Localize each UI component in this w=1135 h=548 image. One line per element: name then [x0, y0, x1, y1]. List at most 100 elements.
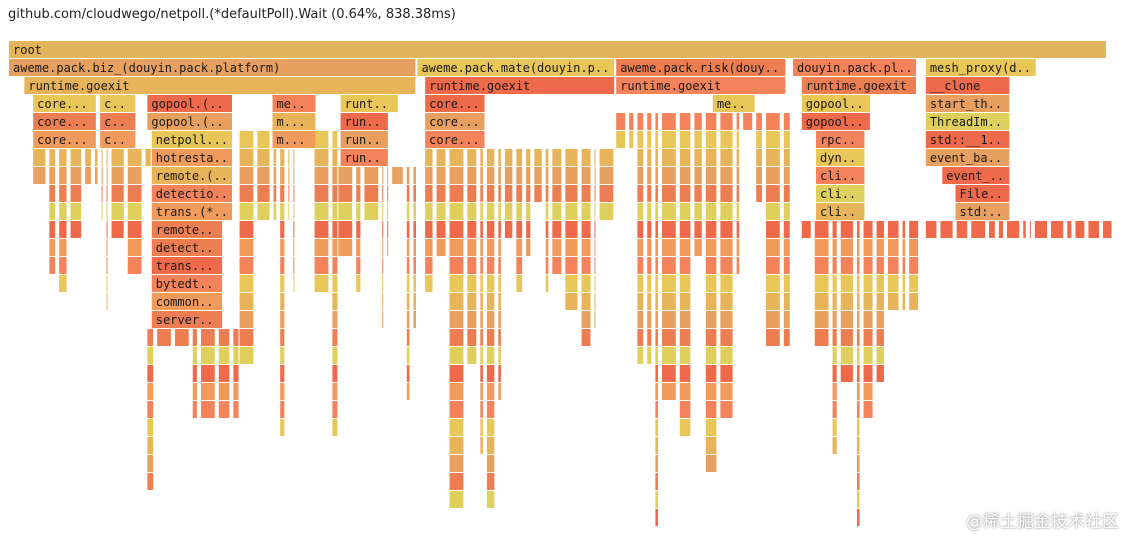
flame-frame[interactable]: [151, 185, 232, 202]
flame-frame-label: detect..: [156, 241, 214, 255]
flame-frame[interactable]: [151, 203, 232, 220]
flame-filler-frame: [449, 455, 464, 472]
flame-frame-label: runt..: [345, 97, 388, 111]
flame-frame[interactable]: [801, 113, 870, 130]
flame-frame[interactable]: [33, 113, 96, 130]
flame-frame[interactable]: [816, 203, 865, 220]
flame-frame[interactable]: [925, 95, 1010, 112]
flame-frame[interactable]: [340, 149, 388, 166]
flame-frame[interactable]: [151, 293, 223, 310]
flame-frame[interactable]: [9, 41, 1106, 58]
flame-frame[interactable]: [151, 167, 232, 184]
flame-filler-frame: [581, 185, 591, 202]
flame-filler-frame: [840, 365, 853, 382]
flame-frame[interactable]: [33, 131, 96, 148]
flame-filler-frame: [101, 203, 103, 220]
flame-filler-frame: [661, 185, 676, 202]
flame-filler-frame: [486, 455, 495, 472]
flame-frame[interactable]: [151, 239, 223, 256]
flame-frame[interactable]: [925, 59, 1036, 76]
flame-frame[interactable]: [616, 59, 786, 76]
flame-frame[interactable]: [100, 131, 136, 148]
flame-frame[interactable]: [425, 95, 485, 112]
flame-filler-frame: [406, 167, 410, 184]
flame-filler-frame: [449, 311, 464, 328]
flame-filler-frame: [840, 311, 853, 328]
flame-frame[interactable]: [340, 131, 388, 148]
flame-filler-frame: [449, 203, 464, 220]
flame-filler-frame: [581, 275, 591, 292]
flame-filler-frame: [765, 329, 780, 346]
flame-filler-frame: [147, 383, 154, 400]
flame-filler-frame: [705, 113, 717, 130]
flame-frame[interactable]: [425, 131, 485, 148]
flame-frame[interactable]: [151, 275, 223, 292]
flame-filler-frame: [387, 185, 389, 202]
flame-frame[interactable]: [151, 311, 223, 328]
flame-frame[interactable]: [272, 95, 316, 112]
flame-filler-frame: [382, 203, 384, 220]
flame-filler-frame: [599, 149, 614, 166]
flame-frame[interactable]: [925, 77, 1010, 94]
flame-frame[interactable]: [801, 77, 917, 94]
flame-frame[interactable]: [147, 95, 232, 112]
flame-frame[interactable]: [816, 185, 865, 202]
flame-filler-frame: [637, 167, 644, 184]
flame-filler-frame: [406, 329, 410, 346]
flame-frame[interactable]: [151, 131, 232, 148]
flame-filler-frame: [332, 329, 338, 346]
flame-filler-frame: [647, 131, 652, 148]
flame-frame[interactable]: [425, 113, 485, 130]
flame-filler-frame: [565, 275, 578, 292]
flame-frame-label: detectio..: [156, 187, 228, 201]
flame-frame[interactable]: [417, 59, 615, 76]
flame-filler-frame: [94, 149, 98, 166]
flame-frame[interactable]: [340, 113, 388, 130]
flame-frame[interactable]: [24, 77, 416, 94]
flame-filler-frame: [876, 347, 884, 364]
flame-filler-frame: [425, 203, 433, 220]
flame-filler-frame: [480, 221, 483, 238]
flame-frame[interactable]: [272, 113, 316, 130]
flame-frame[interactable]: [816, 167, 865, 184]
flame-filler-frame: [565, 221, 578, 238]
flame-frame[interactable]: [425, 77, 615, 94]
flame-filler-frame: [720, 167, 733, 184]
flame-filler-frame: [332, 185, 338, 202]
flame-frame[interactable]: [792, 59, 917, 76]
flame-filler-frame: [552, 257, 562, 274]
flame-frame[interactable]: [272, 131, 316, 148]
flame-frame[interactable]: [712, 95, 755, 112]
flame-filler-frame: [720, 239, 733, 256]
flame-frame[interactable]: [151, 221, 223, 238]
flame-frame[interactable]: [151, 257, 223, 274]
flame-frame[interactable]: [955, 203, 1010, 220]
flame-filler-frame: [1051, 221, 1064, 238]
flame-frame[interactable]: [925, 113, 1010, 130]
flame-frame[interactable]: [616, 77, 786, 94]
flame-frame[interactable]: [816, 149, 865, 166]
flame-filler-frame: [552, 221, 562, 238]
flame-filler-frame: [705, 455, 717, 472]
flame-frame[interactable]: [100, 95, 136, 112]
flame-filler-frame: [425, 257, 433, 274]
flame-filler-frame: [480, 383, 483, 400]
flame-filler-frame: [59, 275, 67, 292]
flame-frame[interactable]: [147, 113, 232, 130]
flame-frame[interactable]: [925, 131, 1010, 148]
flame-frame[interactable]: [801, 95, 870, 112]
flame-frame[interactable]: [955, 185, 1010, 202]
flame-filler-frame: [594, 293, 596, 310]
flame-frame[interactable]: [9, 59, 416, 76]
flame-frame[interactable]: [816, 131, 865, 148]
flame-filler-frame: [147, 419, 154, 436]
flame-filler-frame: [526, 149, 531, 166]
flame-filler-frame: [498, 293, 501, 310]
flame-filler-frame: [565, 185, 578, 202]
flame-frame[interactable]: [340, 95, 398, 112]
flame-frame[interactable]: [100, 113, 136, 130]
flame-frame[interactable]: [942, 167, 1010, 184]
flame-frame[interactable]: [925, 149, 1010, 166]
flame-frame[interactable]: [151, 149, 232, 166]
flame-frame[interactable]: [33, 95, 96, 112]
